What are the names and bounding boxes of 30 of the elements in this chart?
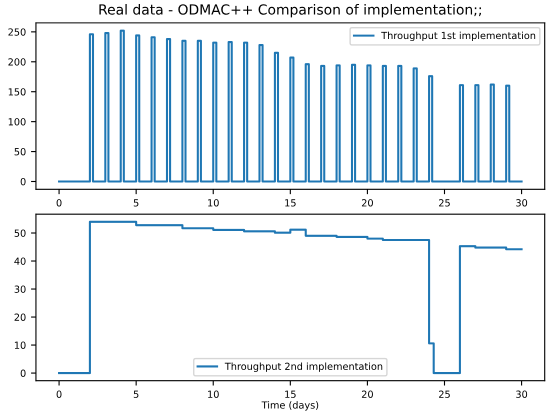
x-tick-label: 20: [362, 390, 373, 398]
x-tick-label: 10: [208, 390, 219, 398]
x-tick-label: 5: [134, 199, 138, 207]
y-tick-label: 0: [20, 178, 26, 186]
y-tick-label: 30: [14, 286, 26, 293]
x-tick-label: 20: [362, 199, 373, 207]
y-tick-label: 0: [20, 370, 26, 377]
y-tick-label: 150: [8, 88, 26, 96]
x-tick-label: 15: [285, 390, 296, 398]
x-tick-label: 30: [516, 199, 528, 207]
x-axis-title: Time (days): [262, 401, 318, 411]
x-tick-label: 15: [285, 199, 296, 207]
y-tick-label: 200: [8, 58, 26, 66]
y-tick-label: 50: [14, 229, 26, 237]
chart-title: Real data - ODMAC++ Comparison of implementation;;: [99, 4, 481, 18]
x-tick-label: 5: [134, 390, 138, 398]
y-tick-label: 250: [8, 28, 26, 36]
y-tick-label: 10: [14, 342, 26, 349]
x-tick-label: 0: [56, 199, 62, 207]
x-tick-label: 10: [208, 199, 219, 207]
legend-label: Throughput 2nd implementation: [224, 362, 382, 372]
y-tick-label: 20: [14, 314, 26, 321]
y-tick-label: 50: [14, 148, 26, 156]
y-tick-label: 40: [14, 258, 26, 265]
y-tick-label: 100: [8, 118, 26, 126]
x-tick-label: 30: [516, 390, 528, 398]
x-tick-label: 25: [439, 390, 450, 398]
legend-label: Throughput 1st implementation: [381, 32, 536, 42]
x-tick-label: 25: [439, 199, 450, 207]
x-tick-label: 0: [56, 390, 62, 398]
